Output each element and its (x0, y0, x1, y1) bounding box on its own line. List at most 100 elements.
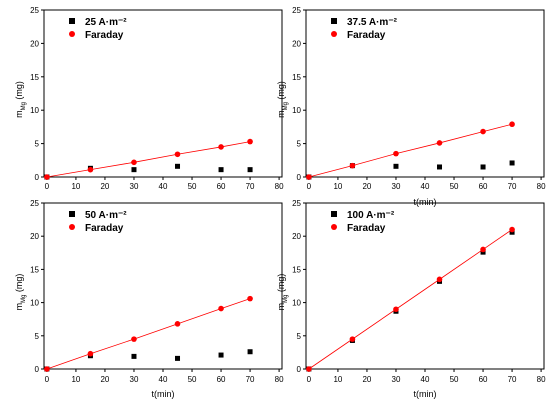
y-tick-label: 5 (35, 140, 40, 149)
y-tick-label: 25 (30, 199, 39, 208)
x-tick-label: 30 (392, 375, 401, 384)
legend-marker-measured (331, 211, 337, 217)
data-point-faraday (87, 166, 94, 173)
x-tick-label: 30 (130, 182, 139, 191)
y-tick-label: 10 (30, 299, 39, 308)
data-point-measured (131, 353, 137, 359)
y-tick-label: 0 (297, 365, 302, 374)
plot-frame (305, 202, 545, 370)
y-tick-label: 0 (297, 173, 302, 182)
x-tick-label: 10 (333, 375, 342, 384)
data-point-faraday (436, 140, 443, 146)
y-axis-title: mMg (mg) (276, 81, 289, 118)
x-tick-label: 60 (217, 182, 226, 191)
data-point-measured (393, 163, 399, 169)
chart-panel-2: 0 10 20 30 40 50 60 70 80 0 5 10 15 20 25 mMg (mg) t(min… (276, 6, 546, 207)
legend-label: 100 A·m⁻² (347, 210, 395, 221)
x-tick-label: 0 (307, 182, 312, 191)
data-point-faraday (436, 276, 443, 283)
x-tick-label: 50 (450, 182, 459, 191)
x-tick-label: 60 (217, 375, 226, 384)
x-axis-title: t(min) (414, 197, 437, 207)
legend-marker-faraday (69, 224, 75, 230)
data-point-measured (509, 160, 515, 166)
y-tick-label: 0 (35, 365, 40, 374)
x-tick-label: 60 (479, 375, 488, 384)
y-tick-label: 20 (30, 232, 39, 241)
plot-frame (305, 9, 545, 178)
data-point-faraday (131, 336, 137, 342)
data-point-faraday (306, 174, 312, 180)
legend-label: 50 A·m⁻² (85, 210, 127, 221)
x-tick-label: 30 (130, 375, 139, 384)
data-point-faraday (87, 350, 94, 357)
x-tick-label: 0 (45, 182, 50, 191)
x-tick-label: 80 (537, 182, 546, 191)
legend-marker-measured (331, 18, 337, 24)
x-axis-title: t(min) (152, 389, 175, 399)
series-line-faraday (308, 229, 513, 370)
x-tick-label: 40 (159, 182, 168, 191)
plot-frame (43, 202, 283, 370)
x-tick-label: 40 (159, 375, 168, 384)
x-tick-label: 20 (100, 182, 109, 191)
legend-marker-faraday (331, 31, 337, 37)
x-tick-label: 20 (362, 182, 371, 191)
y-tick-label: 0 (35, 173, 40, 182)
y-tick-label: 20 (292, 39, 301, 48)
x-tick-label: 70 (508, 182, 517, 191)
legend-label: Faraday (347, 223, 386, 234)
legend-marker-measured (69, 211, 75, 217)
y-tick-label: 5 (35, 332, 40, 341)
x-tick-label: 20 (100, 375, 109, 384)
data-point-faraday (349, 336, 356, 342)
y-axis-title: mMg (mg) (276, 274, 289, 311)
legend-marker-faraday (331, 224, 337, 230)
data-point-measured (175, 163, 181, 169)
data-point-measured (480, 164, 486, 170)
x-tick-label: 80 (275, 375, 284, 384)
data-point-faraday (218, 144, 224, 150)
y-tick-label: 25 (292, 6, 301, 15)
y-axis-title: mMg (mg) (14, 274, 27, 311)
legend-label: Faraday (85, 223, 124, 234)
x-tick-label: 10 (333, 182, 342, 191)
data-point-faraday (480, 128, 486, 135)
x-tick-label: 60 (479, 182, 488, 191)
legend-label: 37.5 A·m⁻² (347, 17, 398, 28)
data-point-faraday (393, 306, 399, 313)
data-point-measured (218, 167, 224, 173)
data-point-faraday (306, 366, 312, 372)
x-tick-label: 70 (246, 375, 255, 384)
y-tick-label: 20 (30, 39, 39, 48)
chart-panel-3: 0 10 20 30 40 50 60 70 80 0 5 10 15 20 25 mMg (mg) t(min… (14, 199, 284, 399)
x-tick-label: 50 (450, 375, 459, 384)
y-tick-label: 10 (30, 106, 39, 115)
y-tick-label: 10 (292, 299, 301, 308)
y-axis-title: mMg (mg) (14, 81, 27, 118)
series-line-faraday (46, 298, 251, 370)
chart-panel-4: 0 10 20 30 40 50 60 70 80 0 5 10 15 20 25 mMg (mg) t(min… (276, 199, 546, 399)
y-tick-label: 5 (297, 332, 302, 341)
series-line-faraday (46, 141, 251, 178)
legend-label: Faraday (85, 30, 124, 41)
x-tick-label: 80 (275, 182, 284, 191)
data-point-faraday (218, 305, 224, 312)
x-tick-label: 50 (188, 375, 197, 384)
data-point-faraday (131, 159, 137, 166)
data-point-measured (175, 355, 181, 361)
data-point-faraday (247, 138, 253, 145)
data-point-measured (218, 352, 224, 358)
y-tick-label: 15 (292, 265, 301, 274)
data-point-faraday (174, 321, 181, 327)
data-point-faraday (509, 121, 515, 128)
y-tick-label: 5 (297, 140, 302, 149)
data-point-faraday (509, 226, 515, 233)
x-tick-label: 40 (421, 182, 430, 191)
data-point-measured (247, 167, 253, 173)
y-tick-label: 15 (30, 265, 39, 274)
x-tick-label: 30 (392, 182, 401, 191)
data-point-faraday (480, 246, 486, 253)
y-tick-label: 25 (30, 6, 39, 15)
